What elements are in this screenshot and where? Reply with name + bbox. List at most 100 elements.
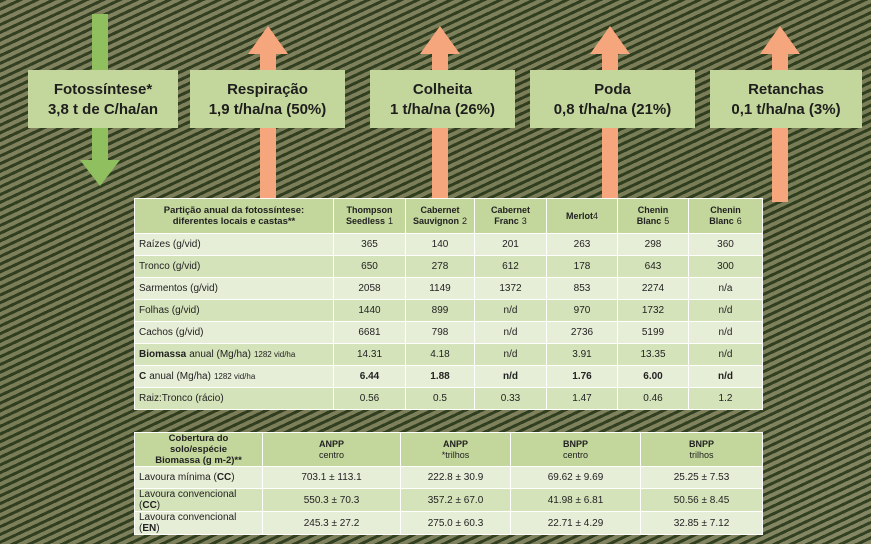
cell: 278 — [405, 255, 475, 278]
cell: 6.44 — [333, 365, 406, 388]
biomass-table: Cobertura do solo/espécie Biomassa (g m-2… — [134, 432, 763, 535]
table-row: Tronco (g/vid) 650 278 612 178 643 300 — [134, 255, 763, 278]
cell: 6.00 — [617, 365, 689, 388]
cell: n/d — [474, 299, 547, 322]
cell: 4.18 — [405, 343, 475, 366]
table-title: Partição anual da fotossíntese: diferente… — [134, 198, 334, 234]
label-part: Raiz:Tronco (rácio) — [139, 393, 224, 404]
row-label: Lavoura convencional (CC) — [134, 488, 263, 512]
column-num: 3 — [521, 216, 527, 226]
cell: 50.56 ± 8.45 — [640, 488, 763, 512]
flow-value: 1 t/ha/na (26%) — [389, 100, 496, 118]
column-header: BNPP trilhos — [640, 432, 763, 467]
flow-value: 1,9 t/ha/na (50%) — [208, 100, 327, 118]
column-name: Thompson Seedless — [345, 205, 393, 226]
column-name: Chenin Blanc — [709, 205, 741, 226]
cell: n/d — [688, 365, 763, 388]
cell: 853 — [546, 277, 618, 300]
cell: 13.35 — [617, 343, 689, 366]
cell: 650 — [333, 255, 406, 278]
cell: 550.3 ± 70.3 — [262, 488, 401, 512]
cell: 1149 — [405, 277, 475, 300]
column-header: Cabernet Franc 3 — [474, 198, 547, 234]
title-line: Partição anual da fotossíntese: — [163, 205, 305, 216]
column-header: ANPP centro — [262, 432, 401, 467]
label-part: ) — [231, 472, 235, 483]
label-part: Lavoura mínima ( — [139, 472, 217, 483]
table-row: Raízes (g/vid) 365 140 201 263 298 360 — [134, 233, 763, 256]
flow-value: 0,8 t/ha/na (21%) — [553, 100, 672, 118]
column-name: Cabernet Franc — [490, 205, 530, 226]
row-label: Raiz:Tronco (rácio) — [134, 387, 334, 410]
label-part: CC — [216, 472, 232, 483]
table-row: Lavoura convencional (EN) 245.3 ± 27.2 275… — [134, 511, 763, 535]
cell: 178 — [546, 255, 618, 278]
label-part: Sarmentos (g/vid) — [139, 283, 218, 294]
label-part: anual (Mg/ha) — [149, 371, 211, 382]
flow-title: Fotossíntese* — [53, 80, 153, 98]
cell: 1.88 — [405, 365, 475, 388]
cell: 32.85 ± 7.12 — [640, 511, 763, 535]
flow-value: 3,8 t de C/ha/an — [47, 100, 159, 118]
cell: 0.33 — [474, 387, 547, 410]
flow-title: Retanchas — [748, 80, 824, 98]
cell: 22.71 ± 4.29 — [510, 511, 641, 535]
cell: 2274 — [617, 277, 689, 300]
cell: n/d — [688, 343, 763, 366]
row-label: Sarmentos (g/vid) — [134, 277, 334, 300]
table-row: Biomassa anual (Mg/ha) 1282 vid/ha 14.31 4.1… — [134, 343, 763, 366]
column-header: BNPP centro — [510, 432, 641, 467]
table-row: Raiz:Tronco (rácio) 0.56 0.5 0.33 1.47 0.46 1.… — [134, 387, 763, 410]
label-part: 1282 vid/ha — [253, 350, 296, 359]
row-label: Biomassa anual (Mg/ha) 1282 vid/ha — [134, 343, 334, 366]
title-line: diferentes locais e castas** — [172, 216, 296, 227]
row-label: Lavoura convencional (EN) — [134, 511, 263, 535]
column-name: Cabernet Sauvignon — [412, 205, 460, 226]
cell: 970 — [546, 299, 618, 322]
table-row: Cachos (g/vid) 6681 798 n/d 2736 5199 n/d — [134, 321, 763, 344]
partition-table: Partição anual da fotossíntese: diferente… — [134, 198, 763, 410]
cell: 2058 — [333, 277, 406, 300]
flow-box: Colheita 1 t/ha/na (26%) — [370, 70, 515, 128]
table-title: Cobertura do solo/espécie Biomassa (g m-2… — [134, 432, 263, 467]
cell: n/d — [688, 299, 763, 322]
cell: 0.5 — [405, 387, 475, 410]
cell: 612 — [474, 255, 547, 278]
label-part: ) — [156, 500, 161, 511]
cell: 365 — [333, 233, 406, 256]
cell: 6681 — [333, 321, 406, 344]
row-label: Lavoura mínima (CC) — [134, 466, 263, 489]
cell: 1440 — [333, 299, 406, 322]
flow-title: Colheita — [412, 80, 473, 98]
cell: 14.31 — [333, 343, 406, 366]
label-part: Raízes (g/vid) — [139, 239, 201, 250]
title-line: Cobertura do solo/espécie — [168, 433, 229, 455]
header-row: Partição anual da fotossíntese: diferente… — [134, 198, 763, 234]
label-part: 1282 vid/ha — [213, 372, 256, 381]
column-sub: centro — [562, 449, 588, 460]
table-row: Sarmentos (g/vid) 2058 1149 1372 853 2274 n/a — [134, 277, 763, 300]
flow-box: Retanchas 0,1 t/ha/na (3%) — [710, 70, 862, 128]
cell: n/d — [474, 343, 547, 366]
column-header: Cabernet Sauvignon 2 — [405, 198, 475, 234]
flow-title: Poda — [594, 80, 631, 98]
label-part: Folhas (g/vid) — [139, 305, 200, 316]
table-row: Folhas (g/vid) 1440 899 n/d 970 1732 n/d — [134, 299, 763, 322]
cell: 0.46 — [617, 387, 689, 410]
cell: 140 — [405, 233, 475, 256]
label-part: Cachos (g/vid) — [139, 327, 204, 338]
cell: n/d — [474, 365, 547, 388]
column-header: Thompson Seedless 1 — [333, 198, 406, 234]
cell: 222.8 ± 30.9 — [400, 466, 511, 489]
table-row: Lavoura mínima (CC) 703.1 ± 113.1 222.8 ± … — [134, 466, 763, 489]
column-header: Chenin Blanc 5 — [617, 198, 689, 234]
cell: 69.62 ± 9.69 — [510, 466, 641, 489]
label-part: EN — [142, 523, 157, 534]
column-name: BNPP — [562, 438, 588, 449]
flow-title: Respiração — [227, 80, 308, 98]
column-header: Merlot4 — [546, 198, 618, 234]
label-part: C — [139, 371, 147, 382]
